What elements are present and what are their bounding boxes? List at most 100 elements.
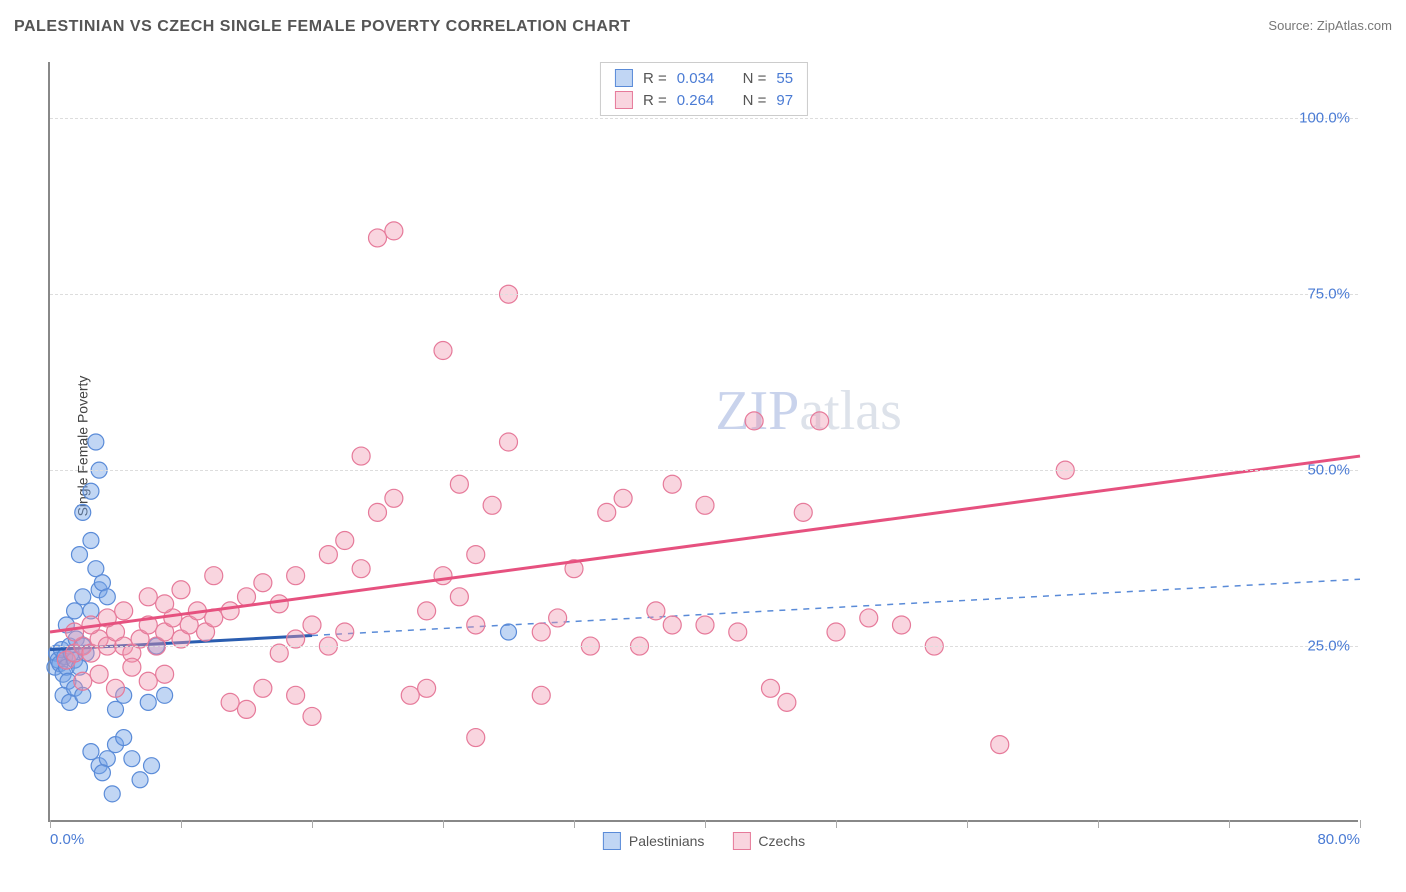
scatter-point-palestinians: [124, 751, 140, 767]
xtick: [574, 820, 575, 828]
xtick: [181, 820, 182, 828]
n-value-0: 55: [776, 70, 793, 87]
bottom-legend: Palestinians Czechs: [603, 832, 805, 850]
scatter-point-czechs: [418, 602, 436, 620]
ytick-label: 75.0%: [1307, 286, 1350, 303]
trend-line-czechs: [50, 456, 1360, 632]
scatter-point-czechs: [254, 679, 272, 697]
scatter-point-czechs: [221, 602, 239, 620]
source-label: Source:: [1268, 18, 1313, 33]
scatter-point-czechs: [434, 342, 452, 360]
scatter-point-czechs: [385, 222, 403, 240]
scatter-point-czechs: [172, 581, 190, 599]
scatter-point-czechs: [401, 686, 419, 704]
scatter-point-czechs: [598, 503, 616, 521]
scatter-svg: [50, 62, 1358, 820]
gridline-h: [50, 646, 1358, 647]
scatter-point-czechs: [287, 686, 305, 704]
scatter-point-czechs: [238, 700, 256, 718]
scatter-point-czechs: [893, 616, 911, 634]
scatter-point-czechs: [614, 489, 632, 507]
scatter-point-czechs: [336, 623, 354, 641]
scatter-point-czechs: [434, 567, 452, 585]
ytick-label: 50.0%: [1307, 462, 1350, 479]
scatter-point-czechs: [66, 623, 84, 641]
scatter-point-palestinians: [108, 701, 124, 717]
scatter-point-palestinians: [99, 589, 115, 605]
scatter-point-czechs: [696, 496, 714, 514]
xtick: [1229, 820, 1230, 828]
scatter-point-palestinians: [83, 744, 99, 760]
scatter-point-czechs: [123, 658, 141, 676]
scatter-point-palestinians: [88, 434, 104, 450]
scatter-point-czechs: [762, 679, 780, 697]
xtick: [705, 820, 706, 828]
scatter-point-czechs: [532, 686, 550, 704]
scatter-point-czechs: [483, 496, 501, 514]
legend-swatch-czechs: [732, 832, 750, 850]
xtick: [443, 820, 444, 828]
scatter-point-czechs: [115, 602, 133, 620]
scatter-point-czechs: [303, 616, 321, 634]
legend-swatch-palestinians: [603, 832, 621, 850]
scatter-point-palestinians: [83, 533, 99, 549]
r-label-1: R =: [643, 92, 667, 109]
scatter-point-czechs: [254, 574, 272, 592]
xtick: [967, 820, 968, 828]
scatter-point-czechs: [549, 609, 567, 627]
xtick: [1098, 820, 1099, 828]
scatter-point-palestinians: [75, 504, 91, 520]
scatter-point-czechs: [467, 729, 485, 747]
stats-row-czechs: R = 0.264 N = 97: [615, 91, 793, 109]
scatter-point-czechs: [156, 665, 174, 683]
scatter-point-czechs: [532, 623, 550, 641]
scatter-point-czechs: [369, 229, 387, 247]
scatter-point-palestinians: [116, 730, 132, 746]
scatter-point-czechs: [369, 503, 387, 521]
scatter-point-czechs: [385, 489, 403, 507]
gridline-h: [50, 294, 1358, 295]
n-label-0: N =: [743, 70, 767, 87]
n-value-1: 97: [776, 92, 793, 109]
scatter-point-palestinians: [67, 603, 83, 619]
scatter-point-palestinians: [132, 772, 148, 788]
scatter-point-czechs: [287, 567, 305, 585]
source-attribution: Source: ZipAtlas.com: [1268, 18, 1392, 33]
scatter-point-palestinians: [144, 758, 160, 774]
r-label-0: R =: [643, 70, 667, 87]
scatter-point-czechs: [139, 588, 157, 606]
scatter-point-czechs: [500, 433, 518, 451]
scatter-point-czechs: [221, 693, 239, 711]
xtick: [50, 820, 51, 828]
legend-label-czechs: Czechs: [758, 833, 805, 849]
scatter-point-czechs: [827, 623, 845, 641]
gridline-h: [50, 118, 1358, 119]
swatch-palestinians: [615, 69, 633, 87]
scatter-point-czechs: [270, 595, 288, 613]
stats-row-palestinians: R = 0.034 N = 55: [615, 69, 793, 87]
scatter-point-czechs: [647, 602, 665, 620]
scatter-point-palestinians: [140, 694, 156, 710]
chart-title: PALESTINIAN VS CZECH SINGLE FEMALE POVER…: [14, 18, 631, 35]
scatter-point-czechs: [745, 412, 763, 430]
scatter-point-czechs: [319, 546, 337, 564]
scatter-point-czechs: [90, 665, 108, 683]
scatter-point-palestinians: [75, 589, 91, 605]
xtick: [836, 820, 837, 828]
r-value-0: 0.034: [677, 70, 715, 87]
scatter-point-czechs: [860, 609, 878, 627]
xtick: [312, 820, 313, 828]
xtick: [1360, 820, 1361, 828]
scatter-point-czechs: [467, 546, 485, 564]
scatter-point-czechs: [139, 672, 157, 690]
scatter-point-czechs: [205, 567, 223, 585]
legend-item-czechs: Czechs: [732, 832, 805, 850]
scatter-point-palestinians: [104, 786, 120, 802]
xtick-label: 80.0%: [1317, 831, 1360, 848]
scatter-point-czechs: [352, 560, 370, 578]
scatter-point-palestinians: [83, 483, 99, 499]
xtick-label: 0.0%: [50, 831, 84, 848]
scatter-point-czechs: [418, 679, 436, 697]
n-label-1: N =: [743, 92, 767, 109]
chart-plot-area: ZIPatlas R = 0.034 N = 55 R = 0.264 N = …: [48, 62, 1358, 822]
